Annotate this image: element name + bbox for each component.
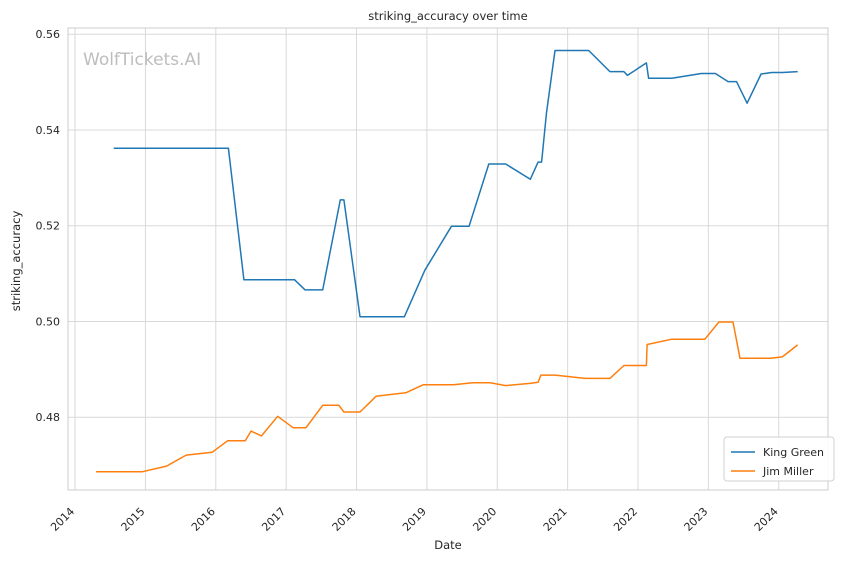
x-axis-ticks: 2014 2015 2016 2017 2018 2019 2020 2021 2022 2023…	[48, 505, 781, 534]
y-tick-label: 0.50	[36, 315, 61, 328]
legend-label-jim-miller: Jim Miller	[762, 465, 814, 478]
x-axis-label: Date	[434, 538, 462, 552]
y-axis-label: striking_accuracy	[9, 211, 23, 312]
y-axis-ticks: 0.48 0.50 0.52 0.54 0.56	[36, 28, 61, 424]
series-layer	[96, 49, 799, 473]
legend-item-king-green: King Green	[731, 446, 824, 459]
legend-label-king-green: King Green	[763, 446, 824, 459]
series-line-king-green	[113, 49, 798, 318]
grid	[68, 28, 828, 490]
series-line-jim-miller	[96, 321, 799, 473]
y-tick-label: 0.54	[36, 124, 61, 137]
y-tick-label: 0.56	[36, 28, 61, 41]
legend-box	[723, 436, 835, 482]
legend: King Green Jim Miller	[723, 436, 835, 482]
watermark: WolfTickets.AI	[83, 50, 201, 70]
legend-item-jim-miller: Jim Miller	[731, 465, 814, 478]
plot-area	[67, 27, 829, 491]
y-tick-label: 0.52	[36, 220, 61, 233]
y-tick-label: 0.48	[36, 411, 61, 424]
chart-title: striking_accuracy over time	[368, 9, 527, 23]
